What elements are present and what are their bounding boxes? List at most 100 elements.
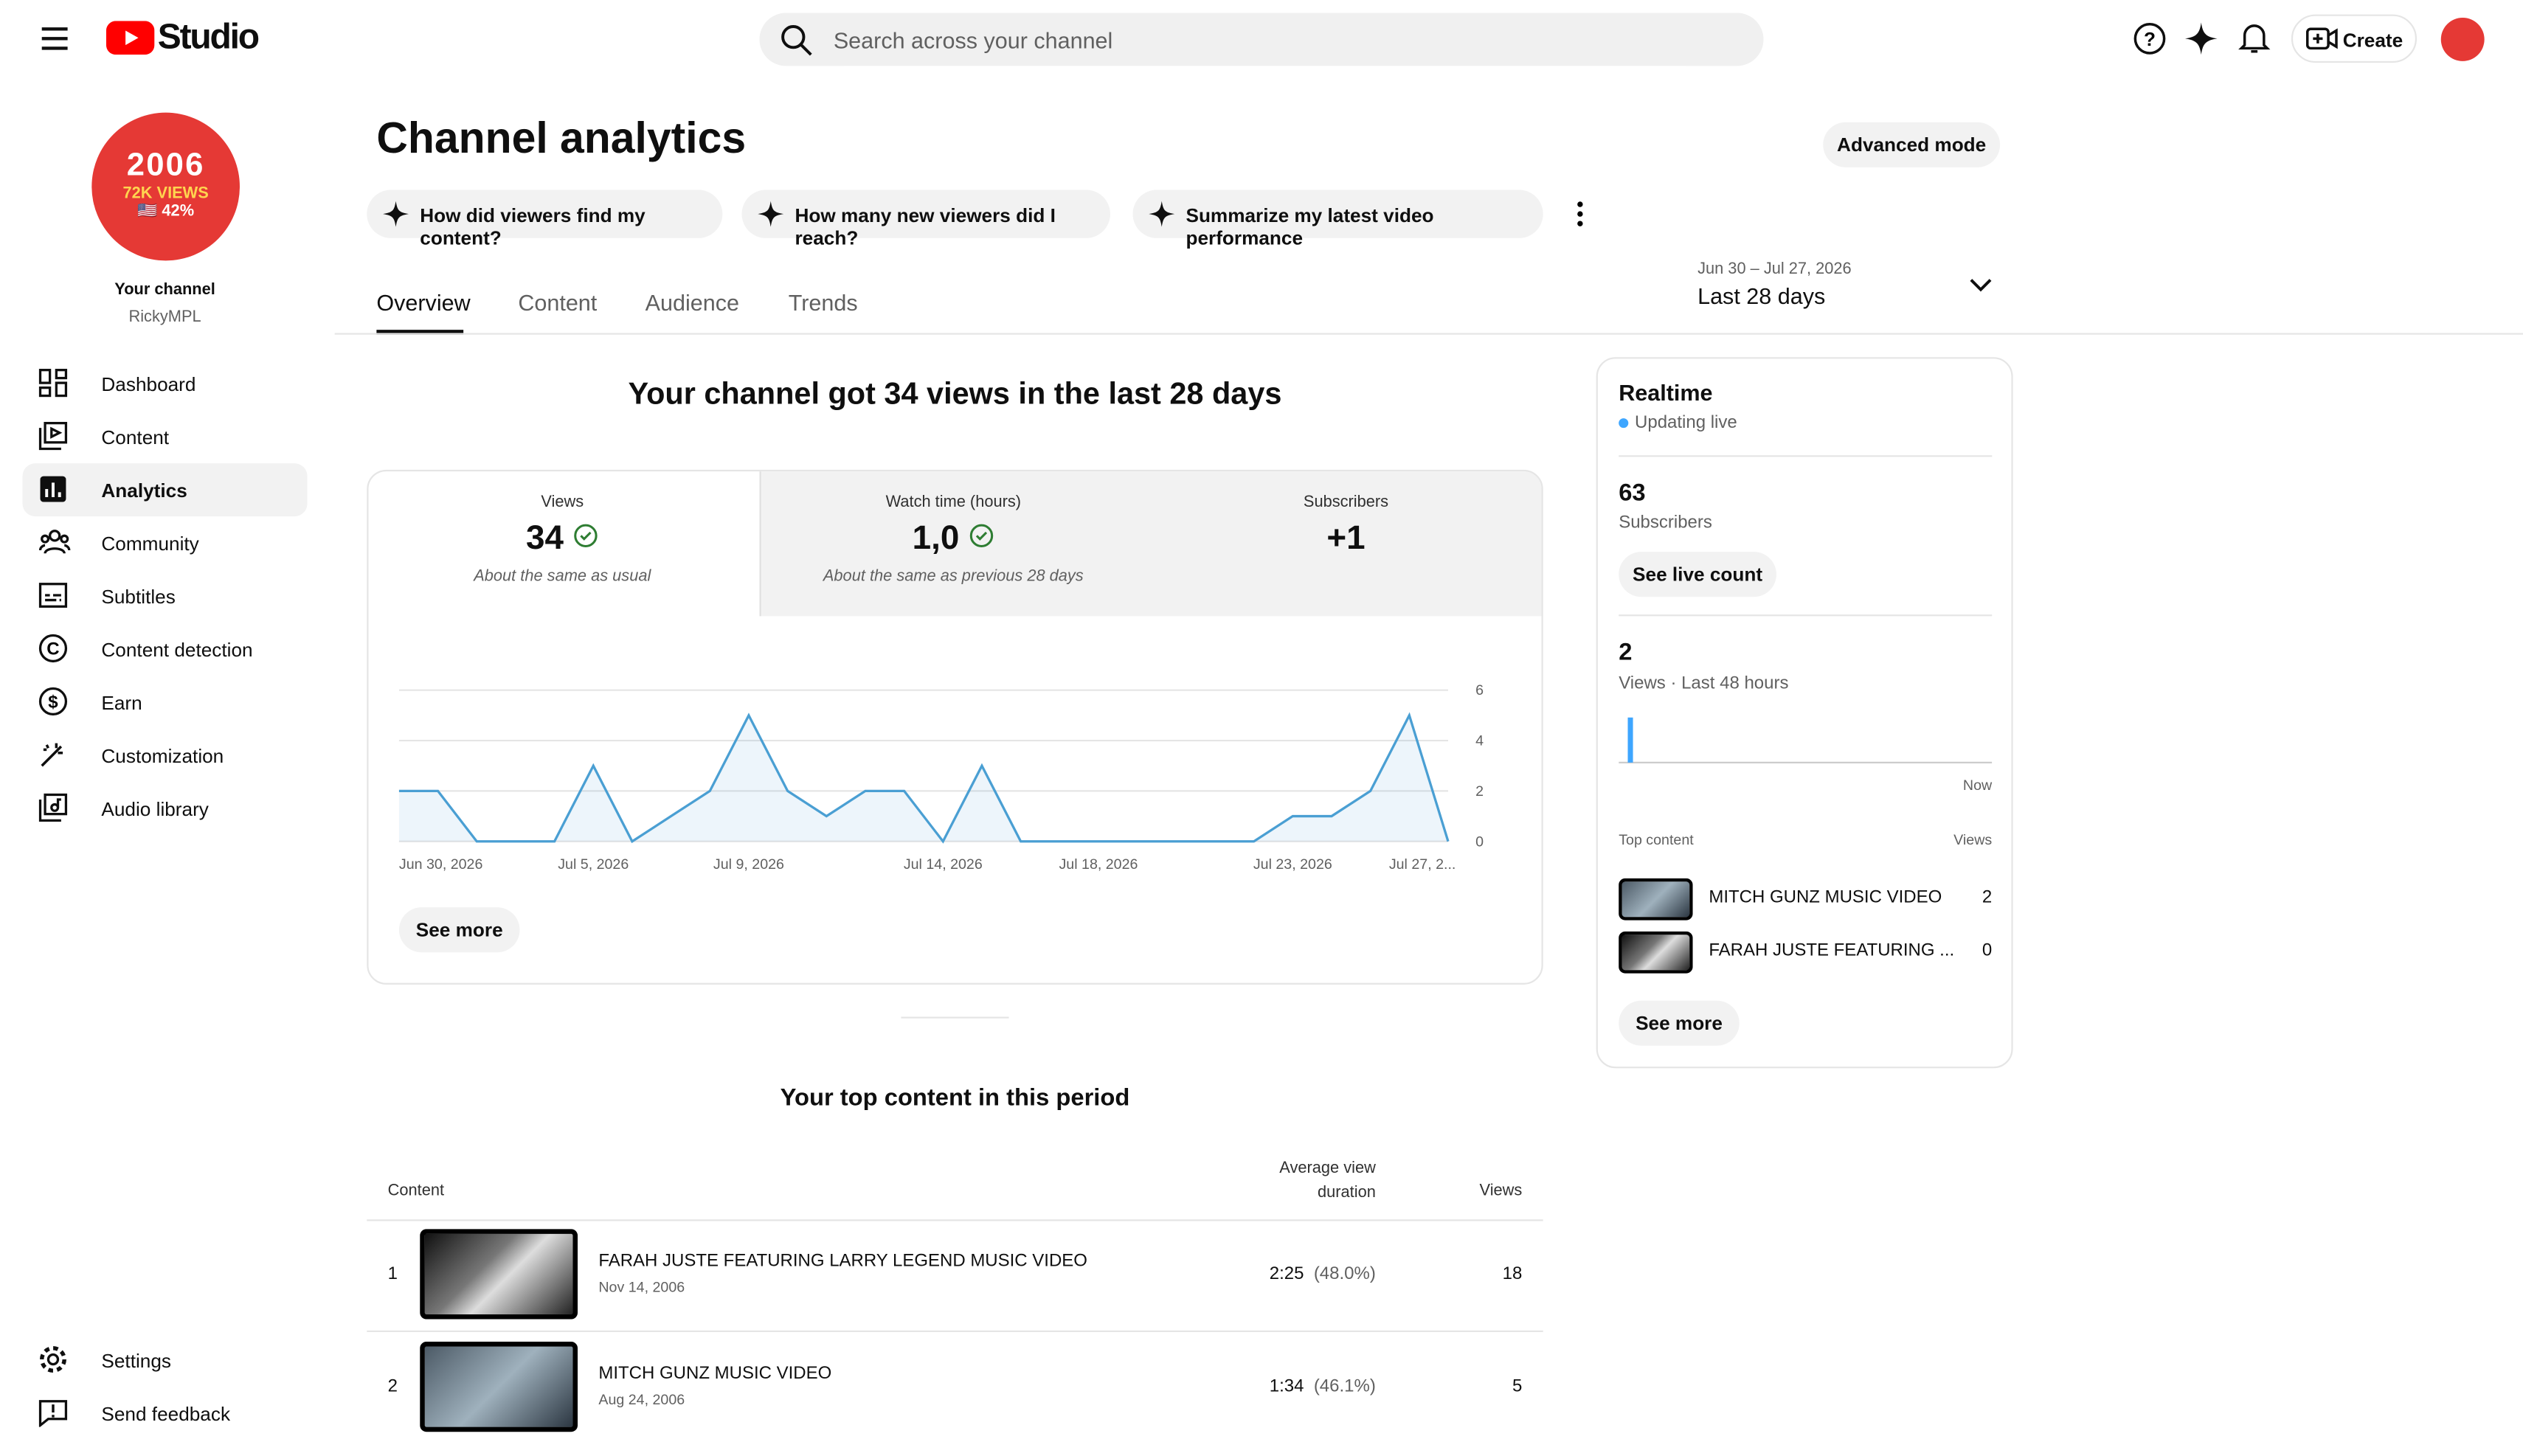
views: 2	[1982, 887, 1993, 908]
video-title[interactable]: MITCH GUNZ MUSIC VIDEO	[598, 1364, 832, 1384]
nav-icon	[38, 369, 68, 398]
svg-text:?: ?	[2144, 28, 2156, 50]
notifications-icon[interactable]	[2238, 21, 2271, 56]
realtime-title: Realtime	[1619, 379, 1713, 406]
tab[interactable]: Trends	[788, 289, 858, 316]
y-tick-label: 4	[1475, 733, 1484, 749]
nav-item[interactable]: Content	[23, 410, 308, 463]
menu-icon[interactable]	[41, 24, 69, 53]
views-column-label: Views	[1953, 831, 1993, 848]
metric-note: About the same as usual	[474, 567, 651, 586]
x-tick-label: Jul 18, 2026	[1059, 856, 1138, 873]
line	[398, 712, 1450, 844]
nav-item[interactable]: Dashboard	[23, 357, 308, 410]
avg-duration: 1:34	[1269, 1377, 1304, 1397]
line-chart: 0 2 4 6 Jun 30, 2026 Jul 5, 2026 Jul 9, 2026 Ju…	[398, 682, 1484, 873]
search-box[interactable]: Search across your channel	[759, 13, 1764, 66]
avg-percent: (48.0%)	[1313, 1264, 1376, 1284]
live-count-button[interactable]: See live count	[1619, 552, 1776, 597]
nav-item[interactable]: C Content detection	[23, 623, 308, 676]
prompt-chip[interactable]: How many new viewers did I reach?	[741, 190, 1110, 249]
top-content-label: Top content	[1619, 831, 1694, 848]
channel-name: RickyMPL	[128, 308, 201, 327]
page-title: Channel analytics	[376, 114, 747, 163]
date-range[interactable]: Jun 30 – Jul 27, 2026	[1697, 260, 1852, 279]
advanced-mode-button[interactable]: Advanced mode	[1823, 122, 2001, 167]
nav-item[interactable]: Community	[23, 516, 308, 569]
channel-label: Your channel	[114, 281, 215, 299]
column-header: Average view duration	[1279, 1159, 1376, 1202]
divider	[367, 1219, 1543, 1221]
x-tick-label: Jun 30, 2026	[399, 856, 483, 873]
divider	[1619, 614, 1993, 617]
ai-icon[interactable]	[2184, 22, 2218, 55]
nav-item[interactable]: Send feedback	[23, 1387, 308, 1440]
tab[interactable]: Content	[518, 289, 598, 316]
account-avatar[interactable]	[2440, 17, 2485, 61]
create-label: Create	[2342, 29, 2403, 52]
prompt-chip[interactable]: How did viewers find my content?	[367, 190, 723, 249]
see-more-button[interactable]: See more	[398, 907, 520, 953]
nav-icon: $	[38, 687, 68, 716]
nav-icon	[40, 476, 66, 502]
check-icon	[969, 524, 994, 548]
nav-label: Send feedback	[101, 1402, 231, 1426]
nav-icon	[38, 583, 68, 608]
logo-icon[interactable]	[105, 21, 155, 55]
nav-icon	[38, 1400, 68, 1427]
nav-item[interactable]: Customization	[23, 729, 308, 782]
nav-item[interactable]: Settings	[23, 1334, 308, 1387]
thumbnail[interactable]	[420, 1342, 578, 1432]
nav-item[interactable]: Subtitles	[23, 569, 308, 623]
nav-item-active[interactable]: Analytics	[22, 463, 308, 517]
column-header: Views	[1479, 1182, 1523, 1201]
nav-item[interactable]: Audio library	[23, 782, 308, 835]
y-tick-label: 2	[1475, 783, 1484, 800]
tab[interactable]: Audience	[645, 289, 739, 316]
help-icon[interactable]: ?	[2133, 22, 2166, 55]
metric-card[interactable]: Subscribers +1	[1151, 470, 1542, 614]
now-label: Now	[1962, 777, 1993, 794]
video-title[interactable]: MITCH GUNZ MUSIC VIDEO	[1709, 887, 1942, 908]
prompt-label: Summarize my latest video performance	[1186, 204, 1434, 250]
period[interactable]: Last 28 days	[1697, 282, 1826, 309]
thumbnail[interactable]	[1619, 878, 1693, 921]
tab-active[interactable]: Overview	[376, 289, 471, 316]
divider	[759, 471, 761, 617]
realtime-card	[1596, 357, 2013, 1069]
metric-card[interactable]: Views 34 About the same as usual	[367, 470, 758, 614]
video-date: Aug 24, 2006	[598, 1391, 685, 1408]
metric-card[interactable]: Watch time (hours) 1,0 About the same as…	[758, 470, 1149, 614]
video-title[interactable]: FARAH JUSTE FEATURING ...	[1709, 940, 1955, 961]
svg-text:$: $	[48, 693, 58, 713]
live-dot	[1619, 418, 1629, 429]
video-title[interactable]: FARAH JUSTE FEATURING LARRY LEGEND MUSIC…	[598, 1251, 1087, 1272]
prompt-chip[interactable]: Summarize my latest video performance	[1132, 190, 1543, 249]
search-placeholder: Search across your channel	[833, 27, 1113, 53]
x-tick-label: Jul 27, 2...	[1389, 856, 1456, 873]
dropdown-icon[interactable]	[1970, 277, 1993, 293]
nav-item[interactable]: $ Earn	[23, 676, 308, 729]
see-more-button[interactable]: See more	[1619, 1000, 1740, 1046]
nav-icon	[38, 421, 68, 451]
nav-label: Settings	[101, 1349, 171, 1373]
y-tick-label: 0	[1475, 833, 1484, 850]
nav-label: Audio library	[101, 797, 209, 821]
realtime-bars	[1619, 717, 1993, 763]
nav-label: Customization	[101, 744, 224, 768]
channel-avatar[interactable]: 2006 72K VIEWS 🇺🇸 42%	[91, 112, 240, 261]
thumbnail[interactable]	[1619, 931, 1693, 974]
thumbnail[interactable]	[420, 1229, 578, 1320]
spark-icon	[1149, 201, 1175, 227]
nav-icon	[39, 1346, 66, 1373]
check-icon	[574, 524, 598, 548]
x-tick-label: Jul 9, 2026	[713, 856, 784, 873]
bar	[1627, 717, 1633, 763]
divider	[367, 1330, 1543, 1332]
divider	[334, 333, 2523, 335]
card-bg	[759, 471, 1542, 617]
create-button[interactable]: Create	[2291, 14, 2418, 63]
more-icon[interactable]	[1574, 199, 1586, 228]
logo-text[interactable]: Studio	[157, 15, 260, 57]
